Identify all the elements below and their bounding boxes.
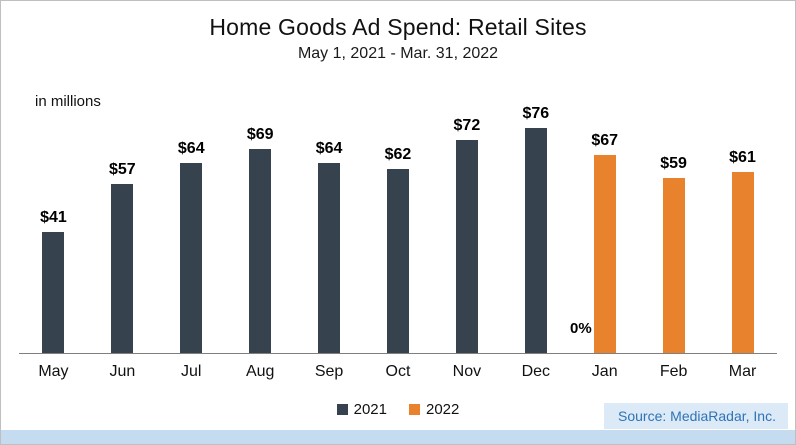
bar-value-label: $57 (109, 161, 136, 179)
bar-2021-jun (111, 184, 134, 353)
annotation-label: 0% (570, 320, 592, 337)
legend-swatch-icon (409, 404, 420, 415)
bar-2021-nov (455, 139, 478, 353)
x-axis-label-nov: Nov (452, 363, 482, 380)
x-axis-label-aug: Aug (245, 363, 275, 380)
x-axis-label-feb: Feb (659, 363, 688, 380)
bar-value-label: $69 (246, 125, 274, 143)
x-axis-label-sep: Sep (314, 363, 344, 380)
source-attribution: Source: MediaRadar, Inc. (604, 403, 788, 429)
x-axis-label-jun: Jun (109, 363, 136, 380)
x-axis-label-jul: Jul (181, 363, 202, 380)
bar-2021-aug (249, 148, 272, 353)
bar-2022-jan (593, 154, 616, 353)
bar-2022-mar (731, 172, 754, 353)
bar-value-label: $64 (177, 140, 205, 158)
bar-2021-jul (180, 163, 203, 353)
units-label: in millions (35, 93, 101, 110)
bar-group-may: $41 (19, 103, 88, 353)
bar-group-aug: $69 (226, 103, 295, 353)
bar-2021-oct (386, 169, 409, 353)
bar-2021-dec (524, 127, 547, 353)
bar-group-nov: $72 (432, 103, 501, 353)
bar-group-jan: $67 0% (570, 103, 639, 353)
x-axis-label-jan: Jan (591, 363, 618, 380)
chart-subtitle: May 1, 2021 - Mar. 31, 2022 (297, 45, 499, 62)
plot-area: $41 $57 $64 $69 $64 $62 $72 $76 $67 0% $59 $61 (19, 103, 777, 354)
bar-2021-sep (318, 163, 341, 353)
bar-group-jul: $64 (157, 103, 226, 353)
bar-value-label: $41 (40, 208, 67, 226)
legend-swatch-icon (336, 404, 348, 415)
bar-group-dec: $76 (501, 103, 570, 353)
bar-value-label: $59 (660, 155, 687, 173)
bar-2021-may (42, 231, 65, 353)
legend: 2021 2022 (1, 401, 795, 418)
x-axis-label-may: May (38, 363, 69, 380)
bar-group-mar: $61 (708, 103, 777, 353)
chart-title: Home Goods Ad Spend: Retail Sites (209, 14, 587, 40)
bar-group-oct: $62 (364, 103, 433, 353)
bar-group-jun: $57 (88, 103, 157, 353)
legend-label: 2022 (426, 401, 460, 418)
x-axis-label-oct: Oct (385, 363, 411, 380)
bar-group-sep: $64 (295, 103, 364, 353)
x-axis-label-dec: Dec (521, 363, 551, 380)
legend-item-2022: 2022 (409, 401, 459, 418)
bar-value-label: $64 (315, 140, 343, 158)
x-axis-label-mar: Mar (728, 363, 757, 380)
bar-value-label: $76 (522, 104, 550, 122)
bottom-strip (1, 430, 795, 444)
bar-2022-feb (662, 178, 685, 353)
legend-label: 2021 (353, 401, 387, 418)
bar-group-feb: $59 (639, 103, 708, 353)
bar-value-label: $67 (591, 131, 619, 149)
bar-value-label: $72 (453, 116, 481, 134)
bar-value-label: $62 (384, 146, 412, 164)
legend-item-2021: 2021 (336, 401, 387, 418)
bar-value-label: $61 (729, 149, 756, 167)
source-text: Source: MediaRadar, Inc. (618, 408, 776, 424)
x-axis-labels: May Jun Jul Aug Sep Oct Nov Dec Jan Feb Mar (19, 354, 777, 381)
